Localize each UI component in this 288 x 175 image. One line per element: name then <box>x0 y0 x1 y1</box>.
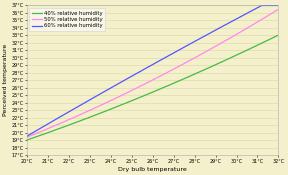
60% relative humidity <box>261 4 264 6</box>
50% relative humidity <box>179 64 183 66</box>
50% relative humidity <box>277 8 280 10</box>
40% relative humidity <box>25 139 29 141</box>
50% relative humidity <box>25 136 29 138</box>
40% relative humidity <box>179 79 183 81</box>
60% relative humidity <box>237 16 241 19</box>
60% relative humidity <box>277 4 280 6</box>
50% relative humidity <box>253 22 257 25</box>
40% relative humidity <box>174 81 177 83</box>
60% relative humidity <box>253 8 257 10</box>
40% relative humidity <box>277 34 280 36</box>
Line: 40% relative humidity: 40% relative humidity <box>27 35 278 140</box>
60% relative humidity <box>175 50 178 52</box>
Line: 50% relative humidity: 50% relative humidity <box>27 9 278 137</box>
Y-axis label: Perceived temperature: Perceived temperature <box>3 44 8 117</box>
X-axis label: Dry bulb temperature: Dry bulb temperature <box>118 167 187 172</box>
Legend: 40% relative humidity, 50% relative humidity, 60% relative humidity: 40% relative humidity, 50% relative humi… <box>29 8 105 31</box>
50% relative humidity <box>26 136 29 138</box>
60% relative humidity <box>174 51 177 53</box>
50% relative humidity <box>237 32 241 34</box>
60% relative humidity <box>179 48 183 50</box>
40% relative humidity <box>237 53 241 55</box>
40% relative humidity <box>253 45 257 47</box>
50% relative humidity <box>175 66 178 69</box>
Line: 60% relative humidity: 60% relative humidity <box>27 5 278 136</box>
60% relative humidity <box>26 135 29 137</box>
60% relative humidity <box>25 135 29 137</box>
50% relative humidity <box>174 67 177 69</box>
40% relative humidity <box>26 139 29 141</box>
40% relative humidity <box>175 81 178 83</box>
